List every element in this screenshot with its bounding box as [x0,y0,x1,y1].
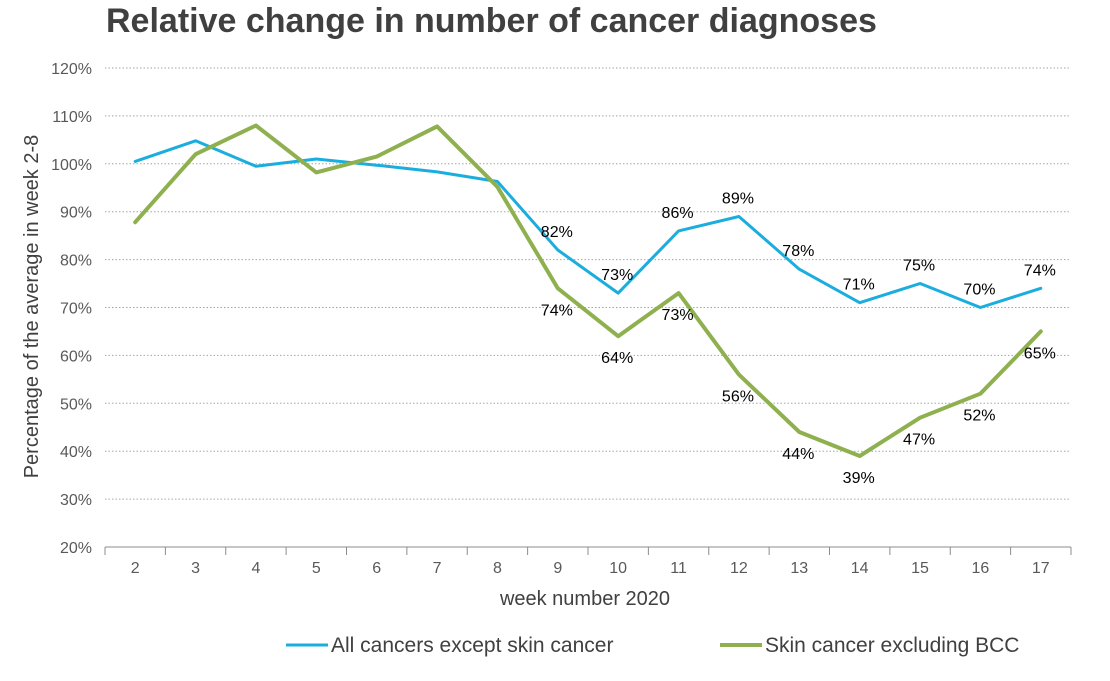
series-lines [133,123,1043,458]
x-axis-title: week number 2020 [499,588,670,610]
data-label: 47% [903,432,935,449]
x-tick-label: 3 [191,560,200,577]
data-label: 71% [843,277,875,294]
y-tick-label: 110% [52,109,92,126]
y-tick-label: 100% [51,157,92,174]
data-label: 70% [963,282,995,299]
x-tick-label: 8 [493,560,502,577]
series-line-skin-cancer [133,123,1043,458]
y-tick-label: 30% [60,492,92,509]
x-tick-label: 4 [251,560,260,577]
y-tick-label: 40% [60,444,92,461]
x-tick-label: 13 [790,560,808,577]
x-tick-label: 17 [1032,560,1050,577]
data-label: 75% [903,258,935,275]
series-line-all-cancers [133,139,1043,309]
data-label: 74% [1024,262,1056,279]
x-tick-label: 15 [911,560,929,577]
x-tick-label: 6 [372,560,381,577]
x-tick-labels: 2 3 4 5 6 7 8 9 10 11 12 13 14 15 16 17 [131,560,1050,577]
x-tick-label: 9 [553,560,562,577]
data-label: 56% [722,389,754,406]
x-tick-label: 12 [730,560,748,577]
x-tick-label: 14 [851,560,869,577]
y-tick-label: 20% [60,540,92,557]
data-label: 44% [782,446,814,463]
data-label: 82% [541,224,573,241]
axes [104,546,1072,555]
y-tick-label: 50% [60,396,92,413]
x-tick-label: 5 [312,560,321,577]
data-label: 73% [662,307,694,324]
data-labels: 82% 73% 86% 89% 78% 71% 75% 70% 74% 74% 64% 73% 56% 4… [541,190,1056,487]
data-label: 78% [782,243,814,260]
y-axis-title: Percentage of the average in week 2-8 [21,135,43,479]
data-label: 64% [601,350,633,367]
data-label: 86% [662,205,694,222]
y-tick-label: 120% [51,61,92,78]
data-label: 89% [722,190,754,207]
x-tick-label: 11 [670,560,687,577]
x-tick-label: 7 [433,560,442,577]
x-tick-label: 2 [131,560,140,577]
chart-title: Relative change in number of cancer diag… [106,2,877,40]
y-tick-label: 70% [60,301,92,318]
legend: All cancers except skin cancer Skin cance… [286,634,1019,657]
data-label: 52% [963,408,995,425]
y-tick-label: 80% [60,253,92,270]
data-label: 39% [843,470,875,487]
legend-label-all-cancers: All cancers except skin cancer [331,634,613,657]
data-label: 73% [601,267,633,284]
data-label: 74% [541,302,573,319]
x-tick-label: 16 [972,560,990,577]
x-tick-label: 10 [609,560,627,577]
y-tick-label: 60% [60,348,92,365]
y-tick-labels: 20% 30% 40% 50% 60% 70% 80% 90% 100% 110% 120% [51,61,92,557]
legend-label-skin-cancer: Skin cancer excluding BCC [765,634,1019,657]
y-tick-label: 90% [60,205,92,222]
data-label: 65% [1024,345,1056,362]
